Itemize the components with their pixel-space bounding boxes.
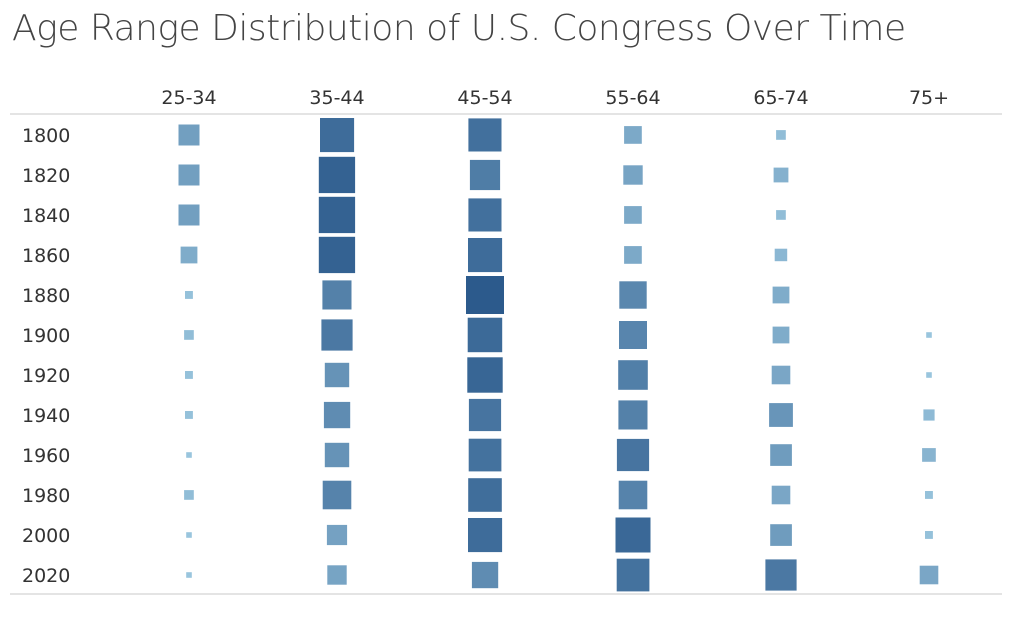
heatmap-cell-1920-55-64	[618, 360, 648, 390]
heatmap-cell-2000-75+	[925, 531, 933, 539]
heatmap-cell-1800-35-44	[320, 118, 355, 153]
heatmap-cell-1860-65-74	[774, 248, 788, 262]
row-label: 1900	[22, 325, 70, 347]
heatmap-cell-1900-75+	[926, 332, 932, 338]
heatmap-cell-1980-45-54	[468, 478, 502, 512]
heatmap-cell-2020-55-64	[616, 558, 650, 592]
heatmap-cell-1800-55-64	[624, 126, 642, 144]
row-label: 1800	[22, 125, 70, 147]
heatmap-cell-1960-55-64	[616, 438, 650, 472]
row-label: 1940	[22, 405, 70, 427]
heatmap-cell-2020-65-74	[765, 559, 797, 591]
heatmap-cell-1960-75+	[922, 448, 936, 462]
column-label: 65-74	[753, 87, 808, 109]
heatmap-cell-2020-75+	[919, 565, 939, 585]
heatmap-cell-1920-45-54	[467, 357, 503, 393]
heatmap-cell-1800-45-54	[468, 118, 502, 152]
heatmap-cell-1880-45-54	[466, 276, 504, 314]
heatmap-cell-1820-25-34	[178, 164, 200, 186]
heatmap-cell-1880-65-74	[772, 286, 790, 304]
heatmap-cell-1920-25-34	[185, 371, 193, 379]
heatmap-cell-2000-65-74	[770, 524, 792, 546]
heatmap-cell-1840-65-74	[776, 210, 786, 220]
heatmap-cell-1880-55-64	[619, 281, 647, 309]
column-label: 55-64	[605, 87, 660, 109]
heatmap-cell-1900-65-74	[772, 326, 790, 344]
row-label: 1960	[22, 445, 70, 467]
heatmap-cell-1820-35-44	[318, 156, 356, 194]
heatmap-cell-2000-45-54	[468, 518, 503, 553]
column-label: 35-44	[309, 87, 364, 109]
heatmap-cell-1960-45-54	[468, 438, 502, 472]
column-label: 25-34	[161, 87, 216, 109]
heatmap-cell-1980-55-64	[618, 480, 648, 510]
heatmap-cell-1800-65-74	[776, 130, 786, 140]
heatmap-cell-1960-25-34	[186, 452, 192, 458]
heatmap-cell-2000-55-64	[615, 517, 651, 553]
row-label: 1840	[22, 205, 70, 227]
heatmap-cell-1920-65-74	[771, 365, 791, 385]
heatmap-cell-2020-45-54	[471, 561, 499, 589]
row-label: 1820	[22, 165, 70, 187]
heatmap-cell-2020-25-34	[186, 572, 192, 578]
heatmap-cell-1980-35-44	[322, 480, 352, 510]
row-label: 2000	[22, 525, 70, 547]
heatmap-cell-1980-65-74	[771, 485, 791, 505]
heatmap-cell-1820-65-74	[773, 167, 789, 183]
heatmap-cell-1820-45-54	[469, 159, 501, 191]
column-label: 75+	[909, 87, 949, 109]
heatmap-cell-1900-35-44	[321, 319, 353, 351]
heatmap-cell-2000-25-34	[186, 532, 192, 538]
heatmap-cell-1920-35-44	[324, 362, 350, 388]
heatmap-cell-1840-25-34	[178, 204, 200, 226]
heatmap-cell-1860-25-34	[180, 246, 198, 264]
heatmap-cell-1880-25-34	[185, 291, 193, 299]
heatmap-cell-1940-65-74	[769, 403, 793, 427]
heatmap-cell-1900-25-34	[184, 330, 194, 340]
heatmap-cell-1800-25-34	[178, 124, 200, 146]
heatmap-cell-1940-25-34	[185, 411, 193, 419]
row-labels: 1800 1820 1840 1860 1880 1900 1920 1940 1960 1980…	[22, 125, 70, 587]
heatmap-cell-1940-55-64	[618, 400, 648, 430]
heatmap-marks	[178, 118, 939, 592]
heatmap-cell-1900-55-64	[619, 321, 647, 349]
row-label: 2020	[22, 565, 70, 587]
heatmap-cell-1880-35-44	[322, 280, 352, 310]
row-label: 1880	[22, 285, 70, 307]
heatmap-cell-1940-45-54	[468, 398, 502, 432]
heatmap-cell-1840-55-64	[624, 206, 642, 224]
heatmap-cell-1980-25-34	[184, 490, 194, 500]
heatmap-cell-1940-75+	[923, 409, 935, 421]
heatmap-cell-1820-55-64	[623, 165, 643, 185]
heatmap-cell-2020-35-44	[327, 565, 347, 585]
row-label: 1980	[22, 485, 70, 507]
heatmap-cell-1900-45-54	[467, 317, 503, 353]
row-label: 1860	[22, 245, 70, 267]
heatmap-cell-1840-35-44	[318, 196, 356, 234]
heatmap-cell-1860-55-64	[624, 246, 642, 264]
column-labels: 25-34 35-44 45-54 55-64 65-74 75+	[161, 87, 949, 109]
heatmap-cell-1840-45-54	[468, 198, 502, 232]
heatmap-cell-1960-65-74	[770, 444, 792, 466]
heatmap-cell-1940-35-44	[323, 401, 351, 429]
heatmap-cell-1860-45-54	[468, 238, 503, 273]
heatmap-cell-1860-35-44	[318, 236, 356, 274]
row-label: 1920	[22, 365, 70, 387]
heatmap-cell-1920-75+	[926, 372, 932, 378]
column-label: 45-54	[457, 87, 512, 109]
heatmap-cell-1980-75+	[925, 491, 933, 499]
heatmap-cell-1960-35-44	[324, 442, 350, 468]
chart-title: Age Range Distribution of U.S. Congress …	[12, 8, 906, 49]
heatmap-cell-2000-35-44	[326, 524, 348, 546]
